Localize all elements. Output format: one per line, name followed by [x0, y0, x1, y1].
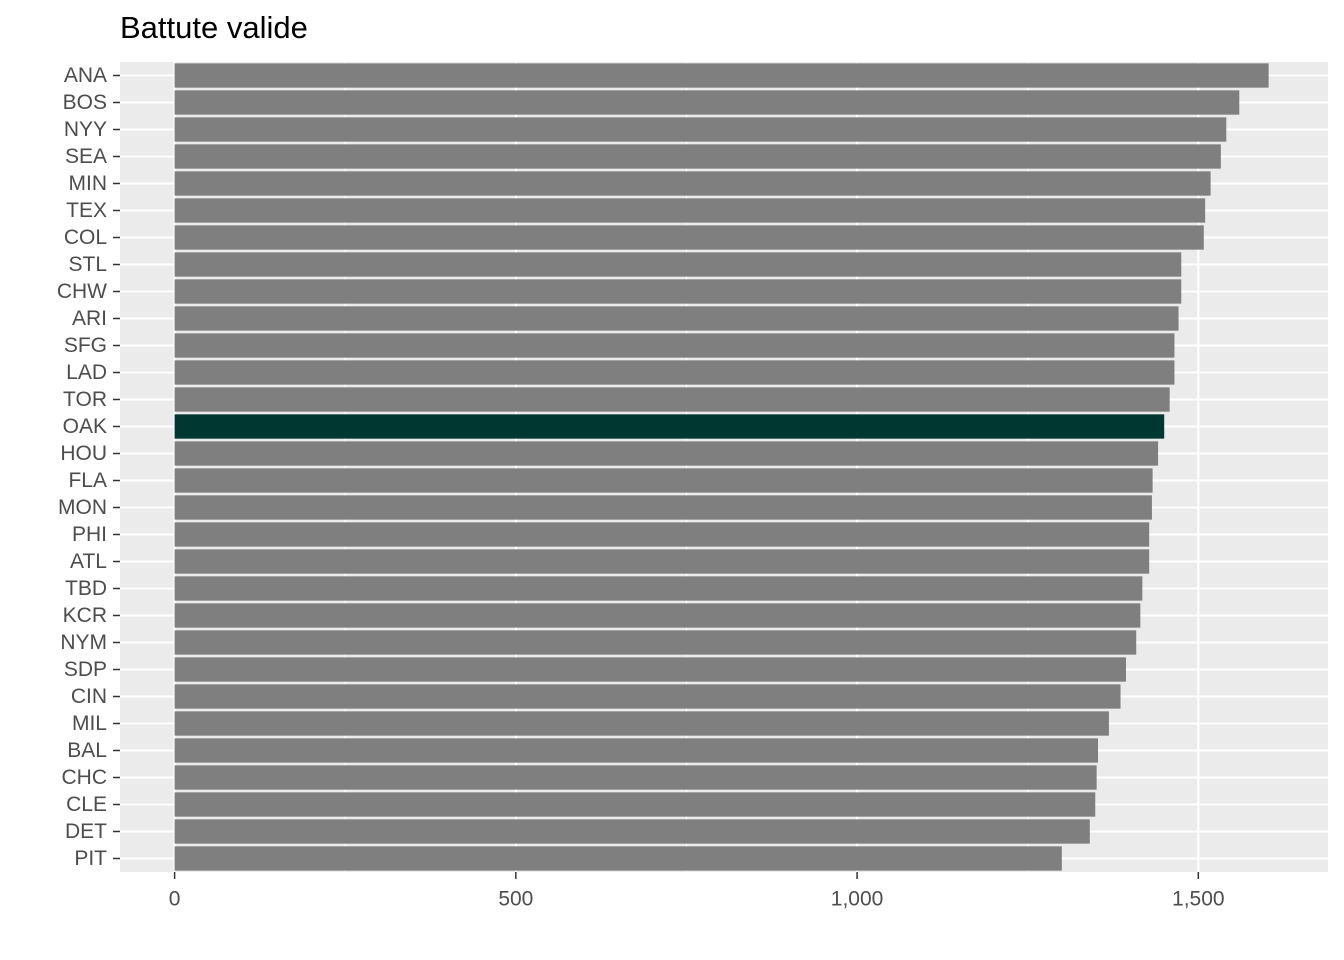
y-tick-label: NYY — [64, 118, 107, 141]
bar-tex — [174, 198, 1206, 223]
y-tick-label: SEA — [65, 145, 107, 168]
y-tick-label: BOS — [63, 91, 107, 114]
bar-oak — [174, 414, 1165, 439]
y-tick-label: FLA — [68, 469, 107, 492]
bar-pit — [174, 846, 1062, 871]
y-tick-label: TEX — [66, 199, 107, 222]
y-tick-label: DET — [65, 820, 107, 843]
bar-lad — [174, 360, 1175, 385]
y-tick-label: OAK — [63, 415, 107, 438]
bar-kcr — [174, 603, 1141, 628]
y-tick-label: TOR — [63, 388, 107, 411]
y-tick-label: HOU — [60, 442, 107, 465]
bar-ana — [174, 63, 1269, 88]
bar-chw — [174, 279, 1182, 304]
y-tick-label: CHC — [62, 766, 108, 789]
y-tick-label: TBD — [65, 577, 107, 600]
bar-sdp — [174, 657, 1126, 682]
y-tick-label: CIN — [71, 685, 107, 708]
chart-title: Battute valide — [120, 10, 308, 45]
bar-nyy — [174, 117, 1227, 142]
bar-nym — [174, 630, 1137, 655]
bar-tor — [174, 387, 1170, 412]
y-tick-label: BAL — [67, 739, 107, 762]
bar-cle — [174, 792, 1096, 817]
y-tick-label: PIT — [74, 847, 107, 870]
bar-fla — [174, 468, 1153, 493]
y-tick-label: NYM — [60, 631, 107, 654]
y-tick-label: ANA — [64, 64, 107, 87]
y-axis: ANA BOS NYY SEA MIN TEX COL STL CHW ARI SFG LAD TOR O… — [57, 64, 120, 870]
y-tick-label: ARI — [72, 307, 107, 330]
bar-min — [174, 171, 1211, 196]
bar-chc — [174, 765, 1097, 790]
y-tick-label: SFG — [64, 334, 107, 357]
y-tick-label: MON — [58, 496, 107, 519]
x-tick-label: 1,000 — [831, 888, 884, 911]
bar-ari — [174, 306, 1179, 331]
y-tick-label: SDP — [64, 658, 107, 681]
y-tick-label: KCR — [63, 604, 107, 627]
y-tick-label: CLE — [66, 793, 107, 816]
x-axis: 0 500 1,000 1,500 — [169, 872, 1225, 911]
bar-hou — [174, 441, 1159, 466]
bar-layer — [174, 63, 1269, 871]
bar-atl — [174, 549, 1150, 574]
y-tick-label: COL — [64, 226, 107, 249]
x-tick-label: 500 — [498, 888, 533, 911]
bar-mon — [174, 495, 1152, 520]
x-tick-label: 0 — [169, 888, 181, 911]
bar-sfg — [174, 333, 1175, 358]
plot-panel — [120, 62, 1328, 872]
bar-sea — [174, 144, 1221, 169]
y-tick-label: STL — [68, 253, 107, 276]
bar-col — [174, 225, 1204, 250]
y-tick-label: PHI — [72, 523, 107, 546]
bar-bal — [174, 738, 1099, 763]
y-tick-label: MIL — [72, 712, 107, 735]
x-tick-label: 1,500 — [1172, 888, 1225, 911]
bar-mil — [174, 711, 1109, 736]
y-tick-label: LAD — [66, 361, 107, 384]
bar-bos — [174, 90, 1240, 115]
y-tick-label: CHW — [57, 280, 107, 303]
bar-phi — [174, 522, 1150, 547]
bar-cin — [174, 684, 1121, 709]
bar-tbd — [174, 576, 1143, 601]
bar-stl — [174, 252, 1182, 277]
bar-det — [174, 819, 1090, 844]
y-tick-label: MIN — [69, 172, 108, 195]
y-tick-label: ATL — [70, 550, 107, 573]
